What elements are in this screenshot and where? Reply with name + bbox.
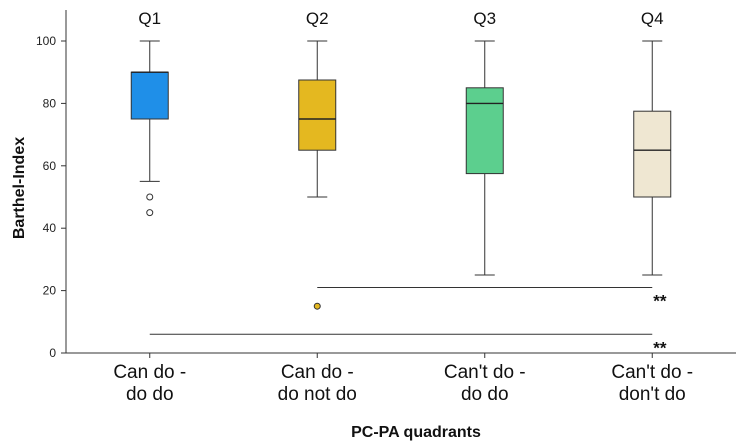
significance-lines: ** ** bbox=[149, 286, 667, 357]
iqr-box bbox=[130, 71, 169, 120]
significance-label-2: ** bbox=[653, 338, 667, 357]
x-tick-label-4-line-1: Can't do - bbox=[611, 362, 693, 383]
x-tick-label-2-line-1: Can do - bbox=[281, 362, 354, 383]
quadrant-label-3: Q3 bbox=[473, 9, 496, 28]
x-tick-label-3-line-2: do do bbox=[461, 384, 509, 405]
y-tick-label-0: 0 bbox=[49, 346, 56, 360]
iqr-box bbox=[298, 79, 337, 151]
iqr-box bbox=[633, 110, 672, 198]
x-tick-label-3-line-1: Can't do - bbox=[444, 362, 526, 383]
quadrant-label-4: Q4 bbox=[641, 9, 664, 28]
y-axis-title: Barthel-Index bbox=[11, 137, 28, 239]
x-tick-label-1-line-2: do do bbox=[126, 384, 174, 405]
outlier-point bbox=[146, 193, 154, 201]
outlier-point bbox=[146, 209, 154, 217]
box-q2 bbox=[298, 40, 337, 310]
x-tick-label-2-line-2: do not do bbox=[278, 384, 357, 405]
y-tick-label-20: 20 bbox=[43, 284, 57, 298]
box-q3 bbox=[465, 40, 504, 276]
x-axis-title: PC-PA quadrants bbox=[351, 424, 481, 441]
boxes bbox=[130, 40, 672, 310]
box-q1 bbox=[130, 40, 169, 217]
x-tick-label-4-line-2: don't do bbox=[619, 384, 686, 405]
iqr-box bbox=[465, 87, 504, 175]
y-tick-label-100: 100 bbox=[36, 34, 56, 48]
x-tick-label-1-line-1: Can do - bbox=[113, 362, 186, 383]
y-tick-label-60: 60 bbox=[43, 159, 57, 173]
quadrant-label-2: Q2 bbox=[306, 9, 329, 28]
significance-label-1: ** bbox=[653, 291, 667, 310]
outlier-point bbox=[313, 302, 321, 310]
quadrant-label-1: Q1 bbox=[138, 9, 161, 28]
axes: 0 20 40 60 80 100 bbox=[36, 10, 736, 360]
y-tick-label-40: 40 bbox=[43, 221, 57, 235]
y-tick-label-80: 80 bbox=[43, 96, 57, 110]
box-q4 bbox=[633, 40, 672, 276]
